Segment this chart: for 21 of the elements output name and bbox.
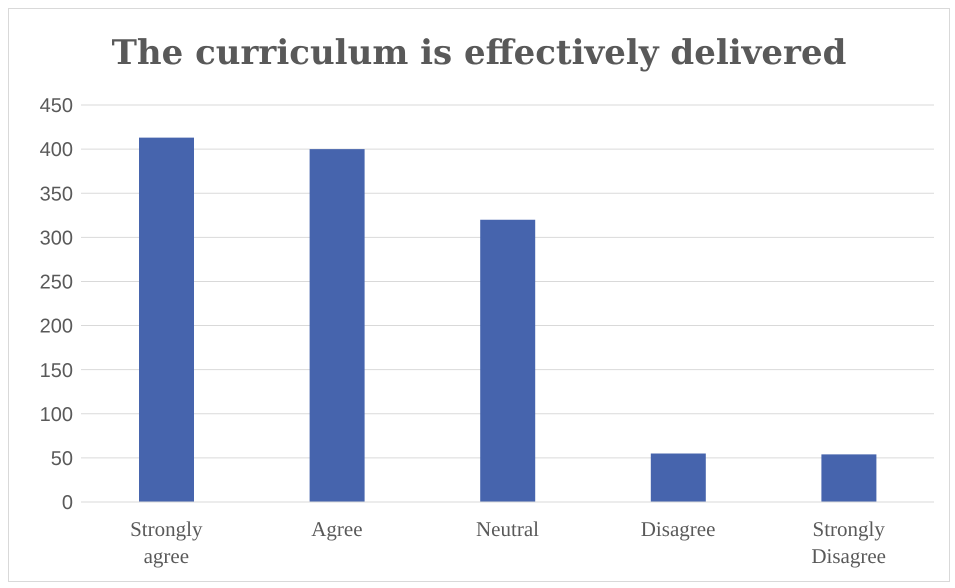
y-tick-label: 200 bbox=[40, 316, 73, 338]
y-tick-label: 350 bbox=[40, 183, 73, 206]
chart-title: The curriculum is effectively delivered bbox=[110, 33, 848, 73]
y-tick-label: 450 bbox=[40, 95, 73, 118]
y-tick-label: 50 bbox=[50, 448, 73, 470]
y-tick-label: 250 bbox=[40, 272, 73, 294]
x-tick-label: Strongly Disagree bbox=[811, 517, 886, 568]
bar bbox=[310, 149, 365, 502]
x-tick-label: Neutral bbox=[476, 517, 540, 541]
y-tick-label: 150 bbox=[40, 360, 73, 382]
bar bbox=[139, 138, 194, 502]
y-tick-label: 400 bbox=[40, 139, 73, 162]
y-tick-label: 100 bbox=[40, 404, 73, 426]
bar bbox=[650, 453, 706, 502]
bar bbox=[821, 454, 876, 502]
x-tick-label: Agree bbox=[311, 517, 363, 541]
y-tick-label: 300 bbox=[40, 227, 73, 250]
bar bbox=[480, 220, 536, 502]
y-tick-label: 0 bbox=[62, 492, 73, 514]
x-tick-label: Strongly agree bbox=[130, 517, 203, 568]
x-tick-label: Disagree bbox=[640, 517, 716, 541]
